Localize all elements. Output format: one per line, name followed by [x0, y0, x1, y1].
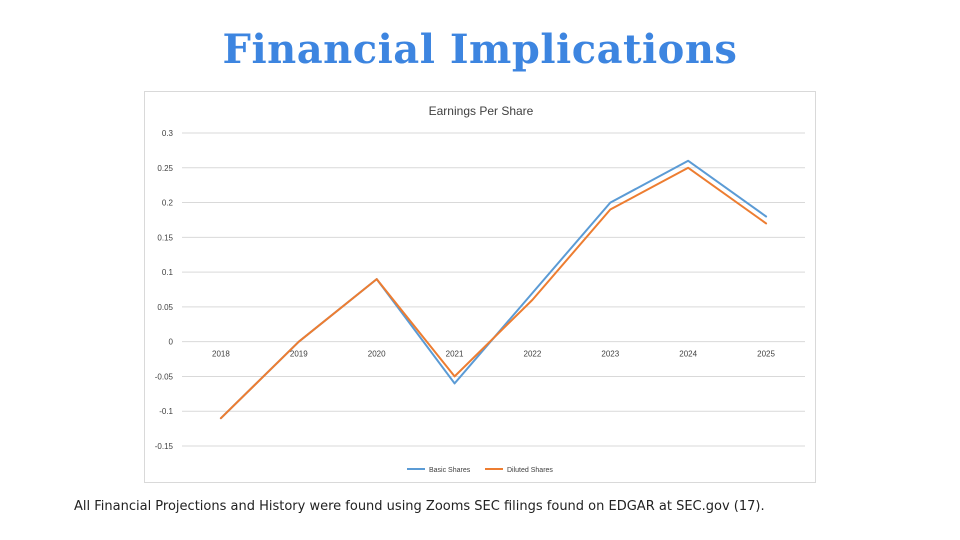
- x-tick-label: 2025: [757, 350, 775, 359]
- eps-chart: Earnings Per Share 0.3 0.25 0.2 0.15 0.1 0.05…: [144, 91, 816, 483]
- legend-label: Basic Shares: [429, 467, 471, 474]
- y-tick-label: 0.15: [157, 233, 173, 242]
- series-line-diluted-shares: [219, 166, 768, 420]
- y-tick-label: 0.3: [162, 129, 174, 138]
- series-line-basic-shares: [219, 159, 768, 420]
- y-axis-ticks: 0.3 0.25 0.2 0.15 0.1 0.05 0 -0.05 -0.1 -0.15: [155, 129, 174, 451]
- chart-title: Earnings Per Share: [429, 104, 534, 118]
- legend-label: Diluted Shares: [507, 467, 553, 474]
- y-tick-label: 0.2: [162, 199, 174, 208]
- y-tick-label: 0.05: [157, 303, 173, 312]
- x-tick-label: 2022: [524, 350, 542, 359]
- x-tick-label: 2019: [290, 350, 308, 359]
- x-tick-label: 2021: [446, 350, 464, 359]
- x-tick-label: 2020: [368, 350, 386, 359]
- y-tick-label: 0.25: [157, 164, 173, 173]
- gridlines: [182, 132, 805, 447]
- legend: Basic Shares Diluted Shares: [407, 467, 553, 474]
- x-tick-label: 2023: [601, 350, 619, 359]
- y-tick-label: 0.1: [162, 268, 174, 277]
- chart-svg: Earnings Per Share 0.3 0.25 0.2 0.15 0.1 0.05…: [155, 104, 805, 474]
- x-tick-label: 2018: [212, 350, 230, 359]
- slide-title: Financial Implications: [222, 26, 738, 73]
- y-tick-label: -0.05: [155, 372, 174, 381]
- x-axis-ticks: 2018 2019 2020 2021 2022 2023 2024 2025: [212, 350, 775, 359]
- y-tick-label: 0: [169, 338, 174, 347]
- y-tick-label: -0.1: [159, 407, 173, 416]
- y-tick-label: -0.15: [155, 442, 174, 451]
- series-lines: [219, 159, 768, 420]
- x-tick-label: 2024: [679, 350, 697, 359]
- source-footnote: All Financial Projections and History we…: [74, 499, 765, 514]
